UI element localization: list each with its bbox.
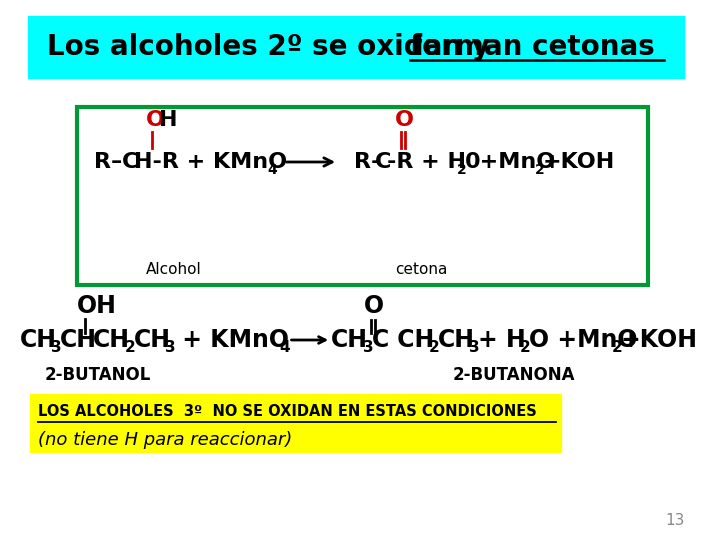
Text: 2: 2 — [125, 341, 135, 355]
Text: cetona: cetona — [395, 262, 448, 277]
Text: + H: + H — [478, 328, 526, 352]
Text: +KOH: +KOH — [543, 152, 615, 172]
Text: CH: CH — [390, 328, 435, 352]
Text: LOS ALCOHOLES  3º  NO SE OXIDAN EN ESTAS CONDICIONES: LOS ALCOHOLES 3º NO SE OXIDAN EN ESTAS C… — [37, 404, 546, 420]
Text: 2-BUTANONA: 2-BUTANONA — [453, 366, 575, 384]
Text: CH: CH — [93, 328, 130, 352]
Text: 0+MnO: 0+MnO — [464, 152, 556, 172]
Text: Alcohol: Alcohol — [146, 262, 202, 277]
Text: OH: OH — [77, 294, 117, 318]
Text: C: C — [374, 152, 391, 172]
Text: 3: 3 — [469, 341, 480, 355]
Text: O: O — [395, 110, 414, 130]
Text: O: O — [146, 110, 166, 130]
Text: 2: 2 — [535, 163, 544, 177]
Text: 3: 3 — [165, 341, 176, 355]
Text: 4: 4 — [279, 341, 290, 355]
Text: CH: CH — [331, 328, 368, 352]
Text: 13: 13 — [665, 513, 685, 528]
Text: O +MnO: O +MnO — [528, 328, 637, 352]
Bar — [30, 394, 562, 452]
Text: 2: 2 — [456, 163, 467, 177]
Text: 3: 3 — [51, 341, 62, 355]
Text: + KMnO: + KMnO — [174, 328, 289, 352]
Text: 4: 4 — [268, 163, 278, 177]
Text: Los alcoholes 2º se oxidan y: Los alcoholes 2º se oxidan y — [48, 33, 500, 61]
Text: CH: CH — [19, 328, 57, 352]
Text: CH: CH — [60, 328, 97, 352]
Text: (no tiene H para reaccionar): (no tiene H para reaccionar) — [37, 431, 292, 449]
Text: 2: 2 — [429, 341, 440, 355]
Text: forman cetonas: forman cetonas — [410, 33, 655, 61]
Text: C: C — [372, 328, 389, 352]
Text: R–: R– — [94, 152, 122, 172]
Text: R-: R- — [354, 152, 380, 172]
Text: O: O — [364, 294, 384, 318]
Text: 3: 3 — [363, 341, 374, 355]
Text: +KOH: +KOH — [621, 328, 698, 352]
Text: H: H — [159, 110, 178, 130]
Bar — [77, 107, 649, 285]
Text: 2-BUTANOL: 2-BUTANOL — [45, 366, 151, 384]
Text: -R + H: -R + H — [387, 152, 467, 172]
Text: CH: CH — [133, 328, 171, 352]
Bar — [27, 16, 684, 78]
Text: 2: 2 — [612, 341, 623, 355]
Text: CH: CH — [438, 328, 475, 352]
Text: H-R + KMnO: H-R + KMnO — [135, 152, 287, 172]
Text: C: C — [122, 152, 138, 172]
Text: 2: 2 — [520, 341, 531, 355]
